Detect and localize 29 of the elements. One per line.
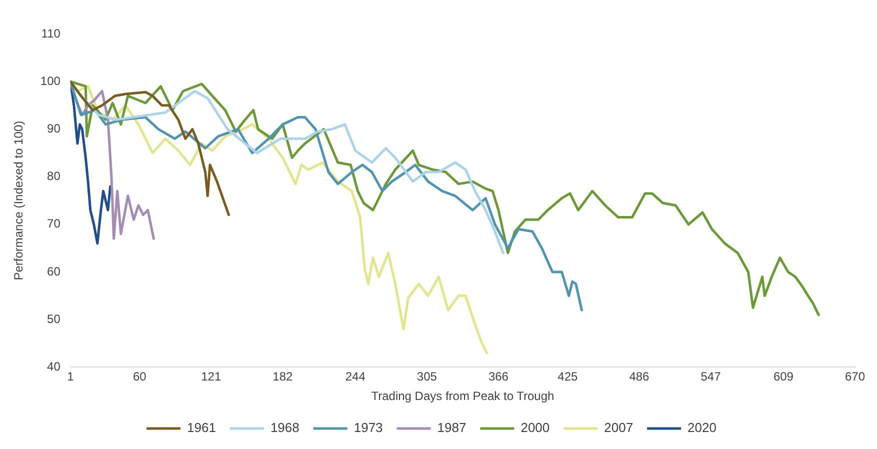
x-tick-label: 670 — [844, 370, 866, 384]
legend-label: 2000 — [520, 420, 550, 436]
y-tick-label: 100 — [40, 74, 61, 88]
y-tick-label: 60 — [47, 264, 61, 278]
x-tick-label: 547 — [700, 370, 722, 384]
x-tick-label: 609 — [773, 370, 794, 384]
x-tick-label: 182 — [272, 370, 294, 384]
y-tick-label: 80 — [47, 169, 61, 184]
y-axis-title: Performance (Indexed to 100) — [12, 120, 26, 280]
legend-label: 1961 — [187, 420, 216, 436]
legend-label: 1987 — [437, 420, 466, 436]
x-tick-label: 486 — [629, 370, 650, 384]
y-tick-label: 90 — [47, 122, 61, 136]
x-tick-label: 121 — [201, 370, 222, 384]
y-tick-label: 50 — [47, 312, 61, 326]
x-tick-label: 305 — [416, 370, 438, 384]
y-tick-label: 70 — [47, 216, 61, 231]
x-tick-label: 1 — [67, 370, 74, 384]
y-tick-label: 110 — [41, 26, 61, 40]
x-axis-title: Trading Days from Peak to Trough — [371, 389, 554, 404]
y-tick-label: 40 — [47, 360, 61, 374]
x-tick-label: 366 — [488, 370, 509, 384]
legend-label: 1973 — [354, 420, 383, 436]
legend-label: 2020 — [688, 420, 716, 436]
x-tick-label: 60 — [132, 370, 147, 384]
legend-label: 1968 — [270, 420, 300, 436]
x-tick-label: 425 — [558, 370, 578, 384]
x-tick-label: 244 — [345, 370, 366, 384]
legend-label: 2007 — [604, 420, 634, 436]
